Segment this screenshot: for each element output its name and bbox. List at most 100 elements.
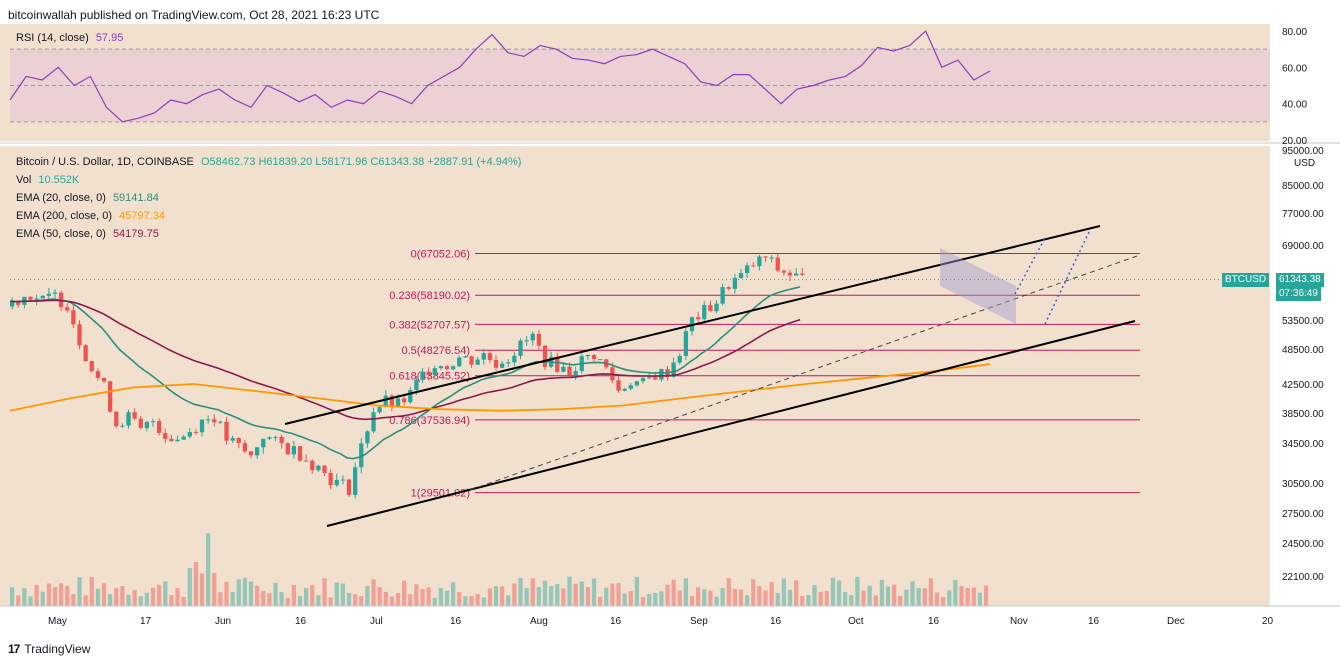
- volume-bar: [83, 595, 88, 606]
- volume-bar: [52, 587, 58, 606]
- time-tick-label: 16: [610, 616, 622, 627]
- volume-bar: [628, 591, 633, 606]
- volume-bar: [506, 595, 511, 606]
- candle-body: [469, 356, 474, 365]
- volume-bar: [653, 592, 658, 606]
- volume-bar: [873, 595, 878, 606]
- candle-body: [187, 432, 192, 437]
- candle-body: [285, 443, 290, 455]
- volume-bar: [126, 594, 131, 606]
- tradingview-brand[interactable]: 17 TradingView: [8, 642, 90, 656]
- volume-bar: [922, 588, 927, 606]
- vol-value: 10.552K: [38, 174, 80, 186]
- volume-bar: [879, 579, 885, 606]
- volume-bar: [95, 588, 101, 606]
- candle-body: [242, 443, 248, 452]
- volume-bar: [867, 585, 872, 606]
- volume-bar: [824, 590, 829, 606]
- candle-body: [647, 377, 652, 379]
- candle-body: [714, 303, 719, 312]
- candle-body: [640, 378, 646, 382]
- volume-bar: [849, 595, 854, 606]
- volume-bar: [818, 591, 823, 606]
- volume-bar: [469, 596, 474, 606]
- candle-body: [800, 273, 805, 275]
- time-tick-label: 16: [928, 616, 940, 627]
- candle-body: [199, 419, 205, 433]
- volume-bar: [377, 587, 382, 606]
- volume-bar: [175, 588, 180, 606]
- volume-bar: [383, 591, 388, 606]
- candle-body: [500, 363, 505, 368]
- volume-bar: [420, 589, 425, 606]
- volume-bar: [163, 581, 168, 606]
- volume-bar: [242, 577, 248, 606]
- volume-bar: [297, 596, 303, 606]
- price-tick-label: 95000.00: [1282, 146, 1324, 157]
- volume-bar: [555, 584, 560, 606]
- volume-bar: [892, 584, 897, 606]
- volume-bar: [916, 588, 921, 606]
- volume-bar: [279, 592, 284, 606]
- ema200-legend: EMA (200, close, 0) 45797.34: [16, 210, 165, 222]
- volume-bar: [732, 589, 738, 606]
- volume-bar: [273, 582, 278, 606]
- candle-body: [775, 257, 780, 271]
- volume-bar: [573, 583, 578, 606]
- candle-body: [383, 395, 388, 408]
- volume-bar: [904, 589, 909, 606]
- volume-bar: [218, 592, 223, 606]
- price-tick-label: 48500.00: [1282, 345, 1324, 356]
- vol-label: Vol: [16, 174, 32, 186]
- candle-body: [291, 446, 297, 455]
- candle-body: [530, 333, 535, 341]
- volume-bar: [800, 596, 805, 606]
- candle-body: [230, 438, 235, 441]
- volume-bar: [322, 578, 327, 606]
- volume-bar: [714, 596, 719, 606]
- candle-body: [769, 257, 774, 259]
- candle-body: [696, 317, 701, 320]
- volume-bar: [132, 590, 137, 606]
- volume-bar: [59, 583, 64, 606]
- time-tick-label: Jul: [370, 616, 383, 627]
- volume-bar: [432, 597, 437, 606]
- volume-bar: [438, 588, 444, 606]
- candle-body: [224, 421, 229, 441]
- candle-body: [426, 371, 431, 375]
- candle-body: [573, 371, 578, 376]
- candle-body: [322, 465, 327, 473]
- candle-body: [279, 436, 284, 444]
- fib-label: 0(67052.06): [411, 248, 470, 260]
- price-tick-label: 42500.00: [1282, 380, 1324, 391]
- candle-body: [89, 361, 94, 372]
- candle-body: [512, 355, 517, 363]
- volume-bar: [738, 589, 744, 606]
- time-tick-label: 16: [1088, 616, 1100, 627]
- volume-bar: [616, 583, 621, 606]
- candle-body: [659, 369, 664, 380]
- candle-body: [346, 479, 352, 495]
- tradingview-logo-icon: 17: [8, 642, 20, 656]
- volume-bar: [359, 596, 364, 606]
- volume-bar: [291, 585, 297, 606]
- candle-body: [236, 438, 241, 444]
- candle-body: [328, 472, 333, 486]
- time-tick-label: 16: [450, 616, 462, 627]
- volume-bar: [71, 594, 76, 606]
- candle-body: [101, 377, 107, 382]
- candle-body: [653, 377, 658, 380]
- volume-bar: [812, 585, 817, 606]
- volume-bar: [665, 584, 670, 606]
- time-tick-label: Aug: [530, 616, 548, 627]
- volume-bar: [255, 585, 260, 606]
- volume-bar: [671, 579, 676, 606]
- candle-body: [273, 436, 278, 438]
- candle-body: [732, 278, 738, 289]
- candle-body: [781, 270, 787, 273]
- price-tick-label: 24500.00: [1282, 539, 1324, 550]
- candle-body: [46, 293, 52, 296]
- candle-body: [616, 380, 621, 391]
- volume-bar: [28, 596, 33, 606]
